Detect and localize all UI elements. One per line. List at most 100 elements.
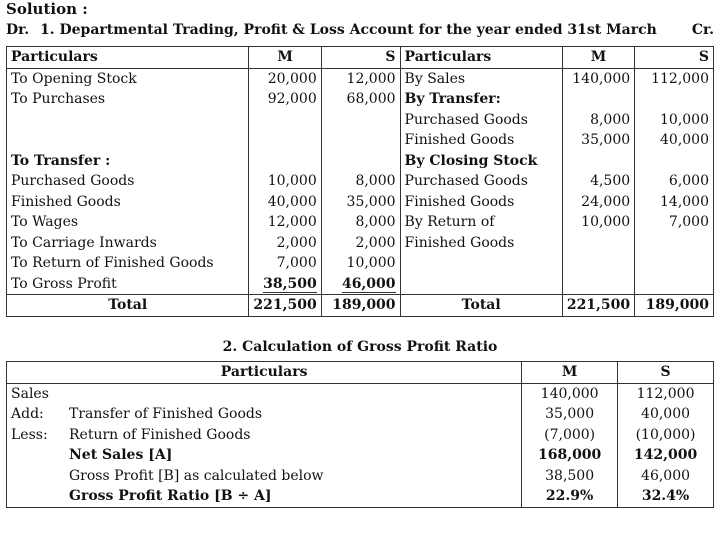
cr-particular: Finished Goods <box>399 232 563 253</box>
trading-row: Finished Goods 40,000 35,000 Finished Goods… <box>5 191 714 212</box>
cr-particular: Finished Goods <box>399 191 563 212</box>
dr-m-amount: 10,000 <box>248 171 322 192</box>
ratio-label: Gross Profit [B] as calculated below <box>69 467 324 484</box>
dr-particular: To Transfer : <box>5 150 250 171</box>
trading-row: Purchased Goods 10,000 8,000 Purchased Good… <box>5 171 714 192</box>
cr-total-s: 189,000 <box>634 294 714 317</box>
dr-particular <box>5 130 250 151</box>
ratio-s-value: 142,000 <box>617 445 714 466</box>
dr-s-amount: 2,000 <box>320 232 401 253</box>
ratio-label: Transfer of Finished Goods <box>69 406 263 422</box>
dr-m-amount: 92,000 <box>248 89 322 110</box>
trading-row: To Opening Stock 20,000 12,000 By Sales 140,… <box>5 68 714 89</box>
trading-header-row: Particulars M S Particulars M S <box>5 46 714 69</box>
ratio-header-s: S <box>617 361 714 384</box>
ratio-s-value: (10,000) <box>617 424 714 445</box>
dr-s-amount: 8,000 <box>320 171 401 192</box>
ratio-s-value: 112,000 <box>617 383 714 404</box>
dr-particular: Purchased Goods <box>5 171 250 192</box>
ratio-s-value: 40,000 <box>617 404 714 425</box>
cr-particular: By Closing Stock <box>399 150 563 171</box>
trading-row: To Return of Finished Goods 7,000 10,000 <box>5 253 714 274</box>
dr-particular: To Opening Stock <box>5 68 250 89</box>
ratio-m-value: 140,000 <box>521 383 619 404</box>
ratio-prefix: Sales <box>11 385 49 402</box>
cr-m-amount: 24,000 <box>561 191 636 212</box>
dr-s-amount <box>320 130 401 151</box>
cr-s-amount: 14,000 <box>634 191 714 212</box>
cr-s-amount: 112,000 <box>634 68 714 89</box>
ratio-prefix: Add: <box>11 406 44 422</box>
cr-m-amount: 10,000 <box>561 212 636 233</box>
cr-s-amount: 40,000 <box>634 130 714 151</box>
ratio-m-value: 168,000 <box>521 445 619 466</box>
ratio-row: Add: Transfer of Finished Goods 35,000 40,0… <box>5 404 714 425</box>
trading-row: To Wages 12,000 8,000 By Return of 10,000 7,0… <box>5 212 714 233</box>
dr-m-amount <box>248 109 322 130</box>
cr-particular: Finished Goods <box>399 130 563 151</box>
dr-s-amount <box>320 109 401 130</box>
calc-title: 2. Calculation of Gross Profit Ratio <box>222 339 498 355</box>
cr-s-amount <box>634 232 714 253</box>
cr-m-amount <box>561 273 636 295</box>
dr-m-amount: 12,000 <box>248 212 322 233</box>
ratio-row: Sales 140,000 112,000 <box>5 383 714 404</box>
cr-s-amount <box>634 273 714 295</box>
cr-particular <box>399 273 563 295</box>
ratio-s-value: 32.4% <box>617 486 714 508</box>
dr-s-amount: 10,000 <box>320 253 401 274</box>
ratio-label: Return of Finished Goods <box>69 426 251 443</box>
dr-particular: To Return of Finished Goods <box>5 253 250 274</box>
ratio-particular: Add: Transfer of Finished Goods <box>5 404 523 425</box>
cr-m-amount <box>561 89 636 110</box>
header-m-dr: M <box>248 46 322 69</box>
ratio-particular: Gross Profit [B] as calculated below <box>5 465 523 486</box>
ratio-m-value: (7,000) <box>521 424 619 445</box>
dr-m-amount: 20,000 <box>248 68 322 89</box>
cr-s-amount <box>634 253 714 274</box>
ratio-row: Less: Return of Finished Goods (7,000) (10,… <box>5 424 714 445</box>
gross-profit-ratio-table: Particulars M S Sales 140,000 112,000 Add: T… <box>5 361 714 508</box>
debit-label: Dr. <box>6 22 30 38</box>
ratio-header-particulars: Particulars <box>5 361 523 384</box>
ratio-m-value: 35,000 <box>521 404 619 425</box>
cr-m-amount <box>561 253 636 274</box>
dr-particular: Finished Goods <box>5 191 250 212</box>
cr-m-amount: 35,000 <box>561 130 636 151</box>
cr-total-m: 221,500 <box>561 294 636 317</box>
trading-row: To Gross Profit 38,500 46,000 <box>5 273 714 295</box>
dr-m-amount: 40,000 <box>248 191 322 212</box>
ratio-row: Net Sales [A] 168,000 142,000 <box>5 445 714 466</box>
trading-row: To Carriage Inwards 2,000 2,000 Finished Go… <box>5 232 714 253</box>
dr-s-amount: 46,000 <box>320 273 401 295</box>
cr-particular: Purchased Goods <box>399 109 563 130</box>
trading-row: To Purchases 92,000 68,000 By Transfer: <box>5 89 714 110</box>
ratio-particular: Net Sales [A] <box>5 445 523 466</box>
trading-row: Finished Goods 35,000 40,000 <box>5 130 714 151</box>
cr-particular: By Sales <box>399 68 563 89</box>
cr-m-amount <box>561 232 636 253</box>
dr-s-amount <box>320 150 401 171</box>
dr-m-amount <box>248 150 322 171</box>
ratio-particular: Less: Return of Finished Goods <box>5 424 523 445</box>
header-s-dr: S <box>320 46 401 69</box>
header-particulars-cr: Particulars <box>399 46 563 69</box>
header-s-cr: S <box>634 46 714 69</box>
dr-m-amount: 7,000 <box>248 253 322 274</box>
dr-s-amount: 8,000 <box>320 212 401 233</box>
dr-m-amount: 2,000 <box>248 232 322 253</box>
cr-s-amount: 6,000 <box>634 171 714 192</box>
dr-s-amount: 12,000 <box>320 68 401 89</box>
ratio-header-m: M <box>521 361 619 384</box>
cr-m-amount <box>561 150 636 171</box>
cr-s-amount <box>634 150 714 171</box>
dr-particular: To Carriage Inwards <box>5 232 250 253</box>
cr-m-amount: 8,000 <box>561 109 636 130</box>
ratio-particular: Sales <box>5 383 523 404</box>
dr-s-amount: 68,000 <box>320 89 401 110</box>
ratio-header-row: Particulars M S <box>5 361 714 384</box>
cr-particular: Purchased Goods <box>399 171 563 192</box>
account-title: 1. Departmental Trading, Profit & Loss A… <box>40 22 657 38</box>
trading-row: Purchased Goods 8,000 10,000 <box>5 109 714 130</box>
ratio-row: Gross Profit [B] as calculated below 38,5… <box>5 465 714 486</box>
